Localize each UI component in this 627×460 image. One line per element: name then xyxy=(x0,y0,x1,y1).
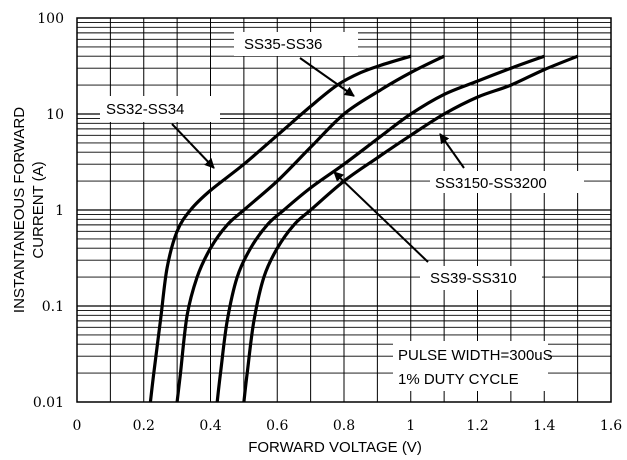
note-line1: PULSE WIDTH=300uS xyxy=(398,347,553,364)
label-box-ss35 xyxy=(234,32,358,56)
series-line-2 xyxy=(175,54,445,403)
note-box xyxy=(393,341,548,391)
arrow-ss3150 xyxy=(439,133,465,169)
series-line-1 xyxy=(148,54,412,403)
x-tick-label: 1 xyxy=(406,418,415,434)
label-ss39: SS39-SS310 xyxy=(430,270,517,287)
y-axis-title-line2: CURRENT (A) xyxy=(30,161,47,258)
x-tick-label: 1.6 xyxy=(600,418,622,434)
label-box-ss3150 xyxy=(430,171,584,193)
label-box-ss32 xyxy=(100,96,220,122)
x-axis-title: FORWARD VOLTAGE (V) xyxy=(248,439,422,456)
y-tick-label: 10 xyxy=(46,107,64,123)
series-line-3 xyxy=(215,54,545,403)
label-box-ss39 xyxy=(420,266,542,290)
y-axis-title-line1: INSTANTANEOUS FORWARD xyxy=(11,107,28,313)
y-tick-label: 100 xyxy=(37,11,64,27)
x-tick-label: 0.2 xyxy=(133,418,155,434)
y-tick-label: 0.01 xyxy=(33,395,64,411)
arrow-ss39 xyxy=(333,171,429,263)
note-line2: 1% DUTY CYCLE xyxy=(398,371,519,388)
y-tick-label: 1 xyxy=(55,203,64,219)
label-ss32: SS32-SS34 xyxy=(106,101,184,118)
y-tick-label: 0.1 xyxy=(42,299,64,315)
arrow-ss35 xyxy=(299,57,355,97)
x-tick-label: 0 xyxy=(73,418,82,434)
arrow-ss32 xyxy=(171,123,215,169)
x-tick-label: 0.4 xyxy=(199,418,221,434)
label-ss3150: SS3150-SS3200 xyxy=(435,175,547,192)
y-tick-labels: 0.01 0.1 1 10 100 xyxy=(33,11,64,411)
x-tick-label: 1.4 xyxy=(533,418,555,434)
x-tick-label: 1.2 xyxy=(466,418,488,434)
annotations: SS32-SS34 SS35-SS36 SS3150-SS3200 SS39-S… xyxy=(100,32,584,391)
plot-frame xyxy=(76,17,612,403)
x-tick-labels: 0 0.2 0.4 0.6 0.8 1 1.2 1.4 1.6 xyxy=(73,418,623,434)
label-ss35: SS35-SS36 xyxy=(244,36,322,53)
x-tick-label: 0.8 xyxy=(333,418,355,434)
x-tick-label: 0.6 xyxy=(266,418,288,434)
